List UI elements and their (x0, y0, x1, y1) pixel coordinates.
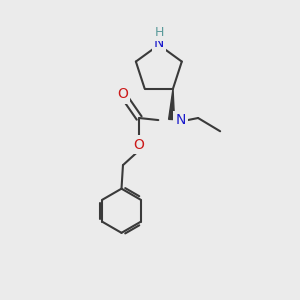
Polygon shape (169, 88, 175, 120)
Text: O: O (117, 87, 128, 101)
Text: N: N (175, 113, 186, 127)
Text: N: N (154, 36, 164, 50)
Text: H: H (155, 26, 164, 39)
Text: O: O (134, 137, 145, 152)
